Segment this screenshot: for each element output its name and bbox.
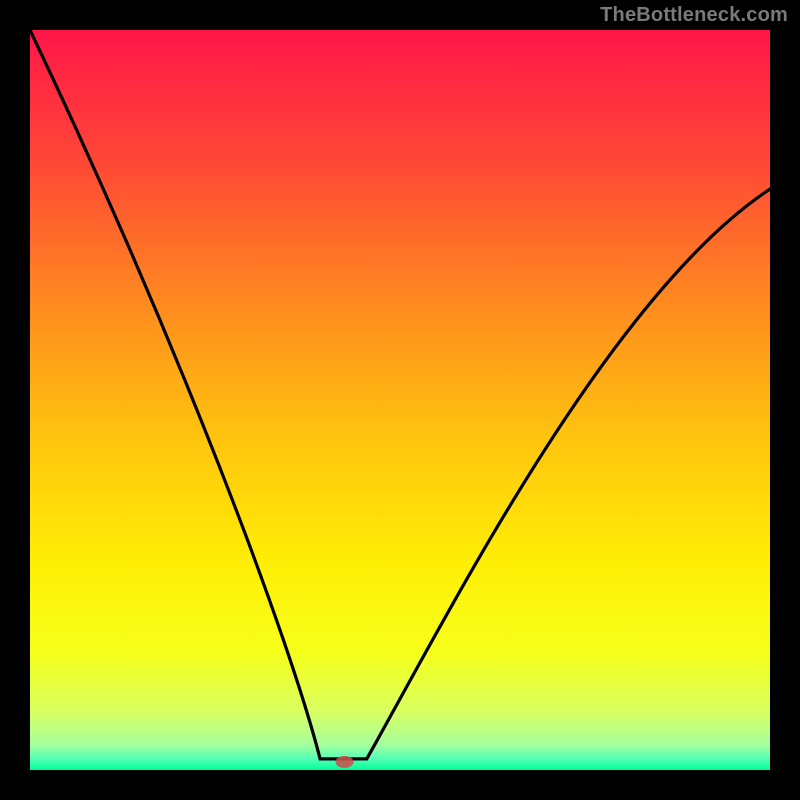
plot-area — [30, 30, 770, 770]
chart-container: TheBottleneck.com — [0, 0, 800, 800]
watermark-text: TheBottleneck.com — [600, 4, 788, 27]
optimal-point-marker — [336, 756, 354, 768]
bottleneck-chart — [0, 0, 800, 800]
